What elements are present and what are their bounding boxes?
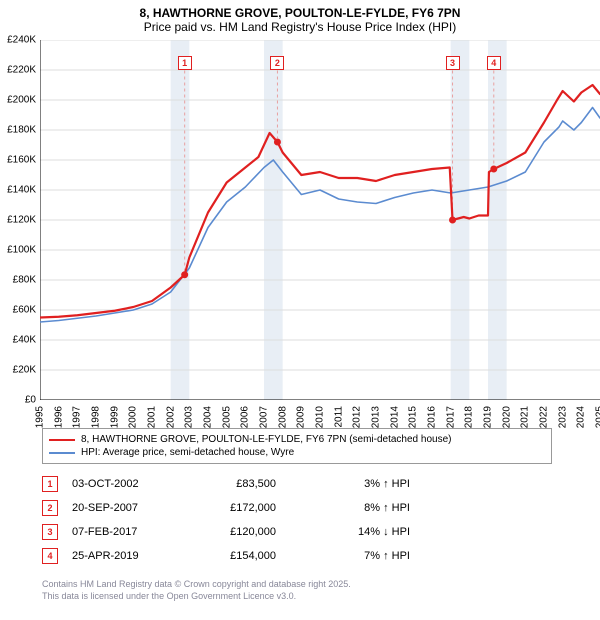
sale-price: £154,000 <box>186 550 276 562</box>
table-row: 4 25-APR-2019 £154,000 7% ↑ HPI <box>42 544 562 568</box>
legend-label-2: HPI: Average price, semi-detached house,… <box>81 447 294 458</box>
sale-price: £172,000 <box>186 502 276 514</box>
table-row: 2 20-SEP-2007 £172,000 8% ↑ HPI <box>42 496 562 520</box>
table-marker: 2 <box>42 500 58 516</box>
legend-swatch-1 <box>49 439 75 441</box>
x-tick: 2001 <box>147 406 158 428</box>
sale-marker-1: 1 <box>178 56 192 70</box>
chart-svg <box>40 40 600 400</box>
x-tick: 2014 <box>389 406 400 428</box>
sale-vs-hpi: 7% ↑ HPI <box>290 550 410 562</box>
x-tick: 1998 <box>91 406 102 428</box>
footer-line2: This data is licensed under the Open Gov… <box>42 590 590 602</box>
legend-row-1: 8, HAWTHORNE GROVE, POULTON-LE-FYLDE, FY… <box>49 433 545 446</box>
x-tick: 1997 <box>72 406 83 428</box>
x-tick: 2006 <box>240 406 251 428</box>
sale-date: 20-SEP-2007 <box>72 502 172 514</box>
sale-marker-2: 2 <box>270 56 284 70</box>
sale-marker-3: 3 <box>446 56 460 70</box>
x-tick: 2011 <box>333 406 344 428</box>
y-tick: £240K <box>0 35 36 46</box>
x-tick: 2015 <box>408 406 419 428</box>
x-tick: 2008 <box>277 406 288 428</box>
y-tick: £180K <box>0 125 36 136</box>
table-marker: 1 <box>42 476 58 492</box>
chart-area: £0£20K£40K£60K£80K£100K£120K£140K£160K£1… <box>40 40 600 420</box>
sale-vs-hpi: 3% ↑ HPI <box>290 478 410 490</box>
x-tick: 2024 <box>576 406 587 428</box>
x-tick: 2025 <box>595 406 600 428</box>
sale-date: 25-APR-2019 <box>72 550 172 562</box>
footer-line1: Contains HM Land Registry data © Crown c… <box>42 578 590 590</box>
table-marker: 4 <box>42 548 58 564</box>
x-tick: 2005 <box>221 406 232 428</box>
y-tick: £140K <box>0 185 36 196</box>
x-tick: 1996 <box>53 406 64 428</box>
x-tick: 2019 <box>483 406 494 428</box>
sale-vs-hpi: 8% ↑ HPI <box>290 502 410 514</box>
legend-swatch-2 <box>49 452 75 454</box>
x-tick: 2016 <box>427 406 438 428</box>
y-tick: £20K <box>0 365 36 376</box>
y-tick: £200K <box>0 95 36 106</box>
sales-table: 1 03-OCT-2002 £83,500 3% ↑ HPI 2 20-SEP-2007 £… <box>42 472 562 568</box>
chart-container: 8, HAWTHORNE GROVE, POULTON-LE-FYLDE, FY… <box>0 0 600 610</box>
x-tick: 1999 <box>109 406 120 428</box>
x-tick: 2003 <box>184 406 195 428</box>
x-tick: 2010 <box>315 406 326 428</box>
y-tick: £80K <box>0 275 36 286</box>
x-tick: 2009 <box>296 406 307 428</box>
table-row: 3 07-FEB-2017 £120,000 14% ↓ HPI <box>42 520 562 544</box>
y-tick: £220K <box>0 65 36 76</box>
y-tick: £160K <box>0 155 36 166</box>
y-tick: £120K <box>0 215 36 226</box>
sale-date: 07-FEB-2017 <box>72 526 172 538</box>
x-tick: 2013 <box>371 406 382 428</box>
x-tick: 2021 <box>520 406 531 428</box>
x-tick: 1995 <box>35 406 46 428</box>
footer: Contains HM Land Registry data © Crown c… <box>42 578 590 610</box>
title-line2: Price paid vs. HM Land Registry's House … <box>0 20 600 34</box>
legend-label-1: 8, HAWTHORNE GROVE, POULTON-LE-FYLDE, FY… <box>81 434 451 445</box>
title-line1: 8, HAWTHORNE GROVE, POULTON-LE-FYLDE, FY… <box>0 0 600 20</box>
x-tick: 2022 <box>539 406 550 428</box>
x-tick: 2020 <box>501 406 512 428</box>
y-tick: £40K <box>0 335 36 346</box>
sale-price: £120,000 <box>186 526 276 538</box>
x-tick: 2017 <box>445 406 456 428</box>
x-tick: 2012 <box>352 406 363 428</box>
x-tick: 2007 <box>259 406 270 428</box>
sale-date: 03-OCT-2002 <box>72 478 172 490</box>
sale-price: £83,500 <box>186 478 276 490</box>
y-tick: £0 <box>0 395 36 406</box>
x-tick: 2018 <box>464 406 475 428</box>
y-tick: £100K <box>0 245 36 256</box>
legend-row-2: HPI: Average price, semi-detached house,… <box>49 446 545 459</box>
x-tick: 2023 <box>557 406 568 428</box>
sale-marker-4: 4 <box>487 56 501 70</box>
table-row: 1 03-OCT-2002 £83,500 3% ↑ HPI <box>42 472 562 496</box>
x-tick: 2002 <box>165 406 176 428</box>
table-marker: 3 <box>42 524 58 540</box>
x-tick: 2000 <box>128 406 139 428</box>
legend: 8, HAWTHORNE GROVE, POULTON-LE-FYLDE, FY… <box>42 428 552 464</box>
sale-vs-hpi: 14% ↓ HPI <box>290 526 410 538</box>
x-tick: 2004 <box>203 406 214 428</box>
y-tick: £60K <box>0 305 36 316</box>
